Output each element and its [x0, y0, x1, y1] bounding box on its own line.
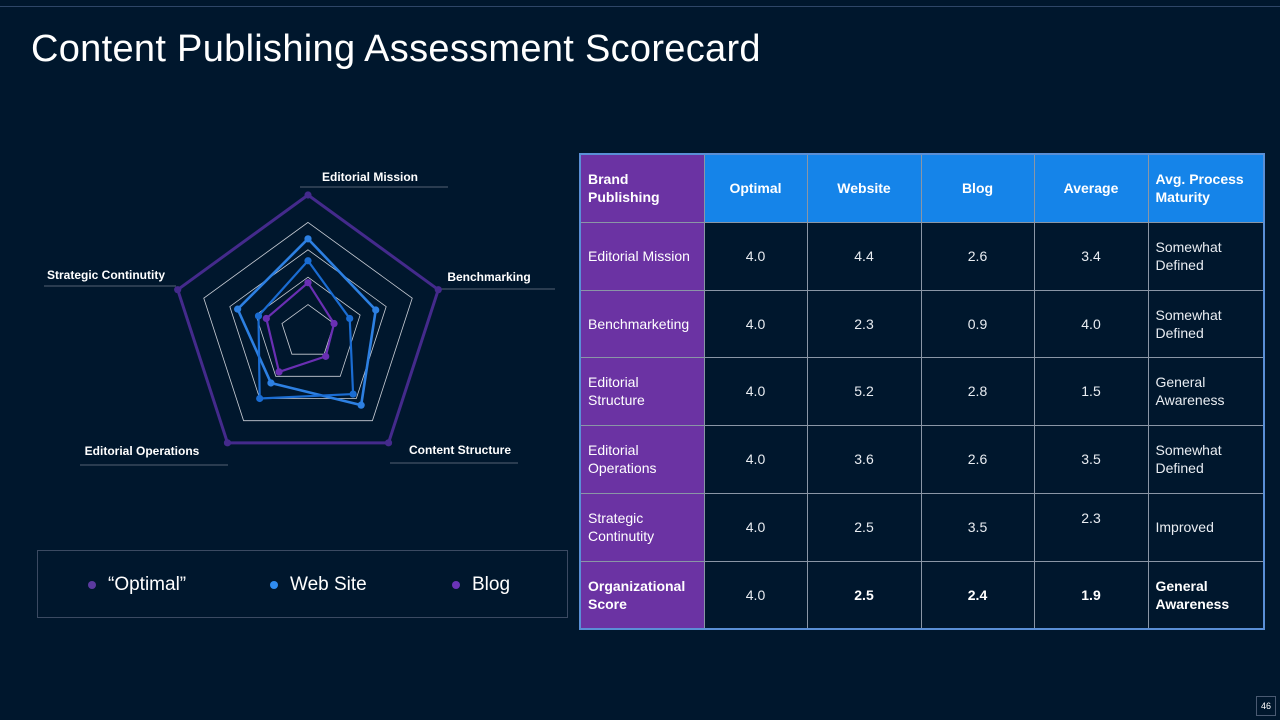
radar-data-point: [330, 319, 338, 328]
radar-data-point: [256, 394, 264, 403]
slide-title: Content Publishing Assessment Scorecard: [31, 28, 761, 70]
cell-maturity: Somewhat Defined: [1147, 221, 1265, 291]
table-total-row: Organizational Score 4.0 2.5 2.4 1.9 Gen…: [579, 560, 1265, 630]
legend-item-optimal: “Optimal”: [88, 573, 186, 597]
radar-data-point: [384, 439, 393, 447]
cell-optimal: 4.0: [703, 356, 808, 426]
cell-maturity: General Awareness: [1147, 560, 1265, 630]
cell-optimal: 4.0: [703, 424, 808, 494]
cell-maturity: Improved: [1147, 492, 1265, 562]
table-header-row: Brand Publishing Optimal Website Blog Av…: [579, 153, 1265, 223]
cell-website: 4.4: [806, 221, 922, 291]
cell-blog: 0.9: [920, 289, 1035, 358]
radar-data-point: [434, 286, 442, 294]
cell-website: 2.5: [806, 560, 922, 630]
table-row: Benchmarketing 4.0 2.3 0.9 4.0 Somewhat …: [579, 289, 1265, 358]
cell-website: 2.5: [806, 492, 922, 562]
radar-data-point: [346, 314, 354, 323]
header-website: Website: [806, 153, 922, 223]
radar-data-point: [304, 279, 312, 287]
row-label: Editorial Operations: [579, 424, 705, 494]
radar-data-point: [254, 312, 263, 320]
legend-item-blog: Blog: [452, 573, 510, 597]
cell-average: 1.5: [1033, 356, 1149, 426]
row-label: Benchmarketing: [579, 289, 705, 358]
axis-label: Benchmarking: [447, 270, 530, 284]
cell-blog: 2.4: [920, 560, 1035, 630]
radar-grid-ring: [281, 304, 335, 355]
radar-data-point: [275, 368, 283, 376]
radar-data-point: [267, 379, 275, 387]
legend-marker-website: [270, 581, 278, 589]
radar-data-point: [304, 235, 312, 243]
radar-data-point: [349, 390, 357, 398]
cell-website: 3.6: [806, 424, 922, 494]
cell-maturity: General Awareness: [1147, 356, 1265, 426]
radar-data-point: [372, 306, 380, 314]
cell-average: 2.3: [1033, 492, 1149, 562]
page-number: 46: [1256, 696, 1276, 716]
axis-label: Content Structure: [409, 443, 511, 457]
cell-blog: 3.5: [920, 492, 1035, 562]
radar-data-point: [223, 439, 232, 447]
cell-optimal: 4.0: [703, 492, 808, 562]
radar-data-point: [322, 352, 330, 360]
radar-data-point: [304, 257, 312, 265]
radar-series-line: [257, 259, 355, 400]
table-row: Editorial Operations 4.0 3.6 2.6 3.5 Som…: [579, 424, 1265, 494]
cell-optimal: 4.0: [703, 221, 808, 291]
header-optimal: Optimal: [703, 153, 808, 223]
legend-label-blog: Blog: [472, 574, 511, 595]
cell-blog: 2.6: [920, 424, 1035, 494]
table-row: Editorial Mission 4.0 4.4 2.6 3.4 Somewh…: [579, 221, 1265, 291]
radar-data-point: [234, 305, 242, 313]
cell-average: 3.4: [1033, 221, 1149, 291]
row-label: Editorial Mission: [579, 221, 705, 291]
radar-series-line: [176, 193, 440, 445]
cell-optimal: 4.0: [703, 560, 808, 630]
header-brand-publishing: Brand Publishing: [579, 153, 705, 223]
scorecard-table: Brand Publishing Optimal Website Blog Av…: [579, 153, 1265, 630]
cell-average: 3.5: [1033, 424, 1149, 494]
row-label: Organizational Score: [579, 560, 705, 630]
radar-data-point: [174, 286, 182, 294]
radar-data-point: [357, 401, 365, 409]
radar-series-line: [265, 281, 336, 374]
row-label: Strategic Continutity: [579, 492, 705, 562]
cell-maturity: Somewhat Defined: [1147, 424, 1265, 494]
cell-blog: 2.6: [920, 221, 1035, 291]
table-row: Strategic Continutity 4.0 2.5 3.5 2.3 Im…: [579, 492, 1265, 562]
cell-average-value: 2.3: [1081, 510, 1101, 526]
cell-maturity: Somewhat Defined: [1147, 289, 1265, 358]
cell-average: 1.9: [1033, 560, 1149, 630]
legend-item-website: Web Site: [270, 573, 367, 597]
radar-data-point: [262, 314, 270, 323]
radar-series-line: [236, 237, 378, 407]
top-divider: [0, 6, 1280, 7]
legend-marker-blog: [452, 581, 460, 589]
legend-label-optimal: “Optimal”: [108, 574, 187, 595]
header-average: Average: [1033, 153, 1149, 223]
axis-label: Editorial Mission: [322, 170, 418, 184]
header-blog: Blog: [920, 153, 1035, 223]
axis-label: Strategic Continutity: [47, 268, 165, 282]
legend-label-website: Web Site: [290, 574, 367, 595]
cell-website: 2.3: [806, 289, 922, 358]
radar-data-point: [304, 191, 312, 199]
cell-average: 4.0: [1033, 289, 1149, 358]
chart-legend: “Optimal” Web Site Blog: [37, 550, 568, 618]
cell-optimal: 4.0: [703, 289, 808, 358]
row-label: Editorial Structure: [579, 356, 705, 426]
table-row: Editorial Structure 4.0 5.2 2.8 1.5 Gene…: [579, 356, 1265, 426]
cell-website: 5.2: [806, 356, 922, 426]
radar-grid-ring: [203, 221, 413, 422]
radar-chart: Editorial Mission Benchmarking Content Str…: [44, 170, 555, 466]
cell-blog: 2.8: [920, 356, 1035, 426]
axis-label: Editorial Operations: [85, 444, 200, 458]
header-process-maturity: Avg. Process Maturity: [1147, 153, 1265, 223]
radar-grid-ring: [229, 249, 387, 399]
legend-marker-optimal: [88, 581, 96, 589]
